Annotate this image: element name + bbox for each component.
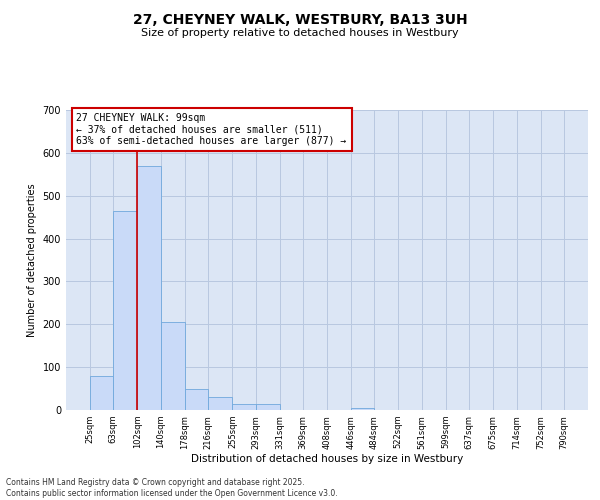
Text: Contains HM Land Registry data © Crown copyright and database right 2025.
Contai: Contains HM Land Registry data © Crown c… xyxy=(6,478,338,498)
Bar xyxy=(90,376,113,410)
Text: 27 CHEYNEY WALK: 99sqm
← 37% of detached houses are smaller (511)
63% of semi-de: 27 CHEYNEY WALK: 99sqm ← 37% of detached… xyxy=(76,113,347,146)
Bar xyxy=(208,397,232,410)
Y-axis label: Number of detached properties: Number of detached properties xyxy=(27,183,37,337)
Text: 27, CHEYNEY WALK, WESTBURY, BA13 3UH: 27, CHEYNEY WALK, WESTBURY, BA13 3UH xyxy=(133,12,467,26)
Text: Size of property relative to detached houses in Westbury: Size of property relative to detached ho… xyxy=(141,28,459,38)
Bar xyxy=(232,404,256,410)
Bar xyxy=(137,166,161,410)
Bar xyxy=(113,210,137,410)
Bar xyxy=(256,404,280,410)
Bar xyxy=(351,408,374,410)
Bar xyxy=(161,322,185,410)
Bar xyxy=(185,388,208,410)
X-axis label: Distribution of detached houses by size in Westbury: Distribution of detached houses by size … xyxy=(191,454,463,464)
